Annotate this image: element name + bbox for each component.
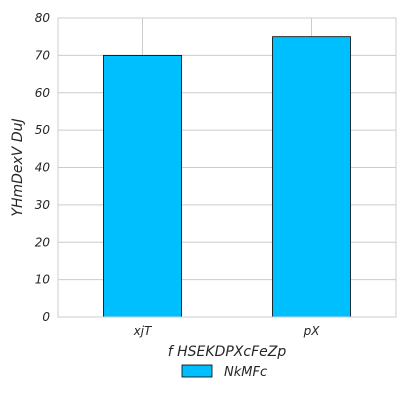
y-tick-label: 40 (35, 161, 51, 175)
y-tick-label: 30 (35, 198, 51, 212)
legend-label: NkMFc (224, 365, 267, 380)
plot-frame (57, 17, 397, 318)
y-tick-label: 0 (42, 310, 50, 324)
bars (103, 36, 351, 318)
y-tick-label: 50 (35, 123, 51, 137)
x-tick-label: xjT (133, 324, 153, 338)
y-tick-label: 20 (35, 235, 51, 249)
x-tick-labels: xjT pX (133, 324, 321, 338)
legend-swatch (181, 364, 213, 378)
x-axis-label: f HSEKDPXcFeZp (168, 344, 287, 360)
y-axis-label: YHmDexV DuJ (10, 118, 26, 216)
y-tick-label: 60 (35, 86, 51, 100)
legend: NkMFc (181, 364, 267, 380)
bar-xjT (103, 54, 182, 318)
y-tick-label: 10 (35, 273, 51, 287)
y-tick-label: 70 (35, 48, 51, 62)
y-tick-label: 80 (35, 11, 51, 25)
x-tick-label: pX (303, 324, 321, 338)
bar-pX (272, 36, 351, 318)
y-tick-labels: 0 10 20 30 40 50 60 70 80 (35, 11, 51, 324)
